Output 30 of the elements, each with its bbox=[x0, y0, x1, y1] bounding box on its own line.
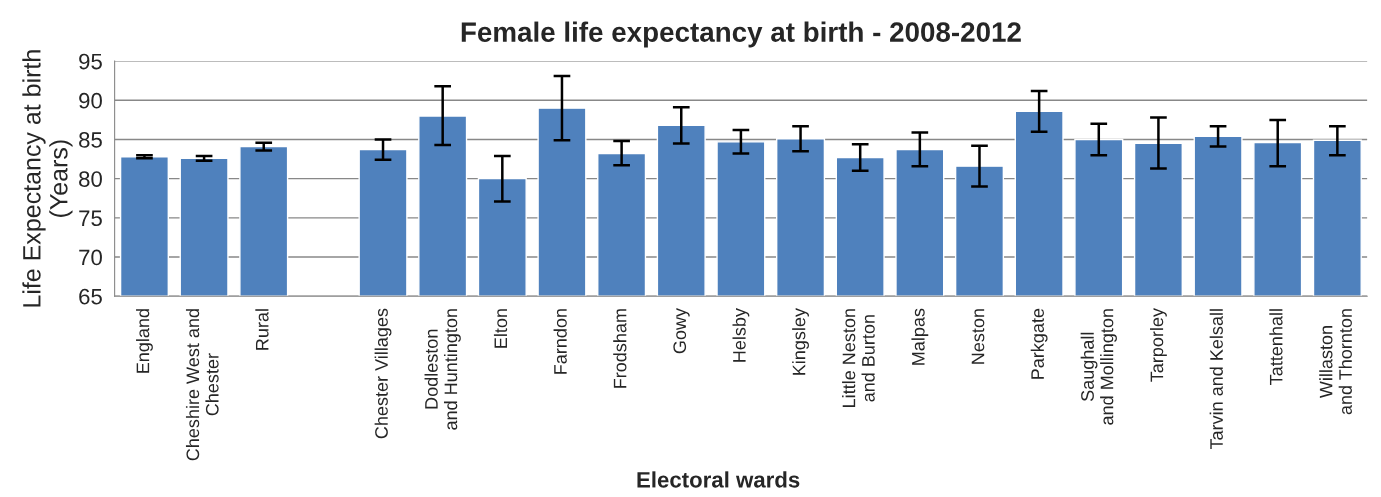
x-tick-label: Tarvin and Kelsall bbox=[1209, 309, 1223, 450]
x-tick-label: Chester Villages bbox=[374, 308, 392, 439]
x-tick-label: Dodleston and Huntington bbox=[424, 309, 461, 430]
y-axis-title: Life Expectancy at birth (Years) bbox=[22, 50, 73, 307]
x-tick-label: England bbox=[136, 309, 153, 373]
x-tick-label: Tarporley bbox=[1150, 308, 1167, 382]
x-tick-label: Gowy bbox=[673, 308, 690, 354]
y-tick-label: 65 bbox=[79, 288, 102, 305]
y-tick-label: 90 bbox=[79, 92, 102, 109]
x-tick-label: Rural bbox=[255, 309, 269, 350]
x-axis-title: Electoral wards bbox=[637, 471, 800, 488]
x-tick-label: Little Neston and Burton bbox=[842, 309, 875, 407]
x-tick-label: Willaston and Thornton bbox=[1319, 309, 1352, 415]
x-tick-label: Saughall and Mollington bbox=[1080, 309, 1117, 425]
x-tick-label: Helsby bbox=[732, 308, 750, 362]
y-tick-label: 80 bbox=[79, 171, 102, 187]
x-tick-label: Malpas bbox=[911, 308, 929, 365]
y-tick-label: 95 bbox=[79, 53, 102, 70]
y-tick-label: 85 bbox=[79, 132, 102, 148]
x-tick-label: Cheshire West and Chester bbox=[185, 309, 219, 461]
x-tick-label: Parkgate bbox=[1030, 308, 1048, 379]
y-tick-label: 75 bbox=[79, 210, 102, 227]
x-tick-label: Frodsham bbox=[613, 309, 627, 388]
x-tick-label: Farndon bbox=[553, 309, 567, 374]
chart-title: Female life expectancy at birth - 2008-2012 bbox=[461, 21, 1021, 48]
y-tick-label: 70 bbox=[79, 249, 102, 266]
x-tick-label: Neston bbox=[971, 309, 985, 364]
x-tick-label: Tattenhall bbox=[1269, 309, 1283, 385]
x-tick-label: Kingsley bbox=[792, 308, 809, 375]
x-tick-label: Elton bbox=[493, 309, 508, 348]
